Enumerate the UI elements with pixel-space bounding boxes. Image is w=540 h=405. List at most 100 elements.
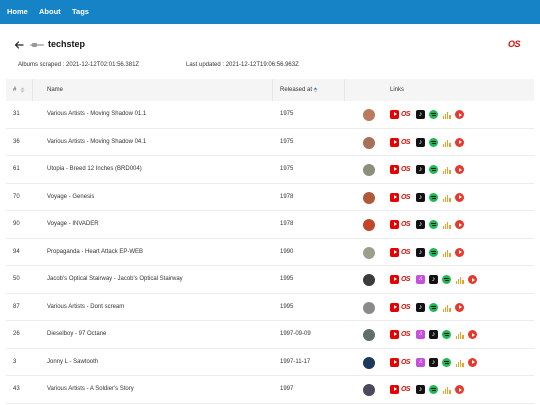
youtube-music-icon[interactable] [468,275,477,284]
youtube-music-icon[interactable] [455,247,464,257]
deezer-icon[interactable] [442,303,451,312]
deezer-icon[interactable] [442,138,451,147]
youtube-icon[interactable] [390,220,399,229]
lastfm-icon[interactable]: OS [401,276,411,283]
youtube-music-icon[interactable] [455,137,464,147]
youtube-music-icon[interactable] [455,165,464,174]
lastfm-icon[interactable]: OS [401,193,411,201]
deezer-icon[interactable] [442,193,451,202]
spotify-icon[interactable] [442,330,451,339]
lastfm-icon[interactable]: OS [401,386,411,393]
apple-music-icon[interactable]: ♪ [416,110,425,119]
youtube-icon[interactable] [390,385,399,394]
lastfm-icon[interactable]: OS [401,111,411,118]
deezer-icon[interactable] [442,248,451,257]
spotify-icon[interactable] [442,275,451,284]
youtube-icon[interactable] [390,302,399,312]
itunes-icon[interactable]: ♫ [416,330,425,339]
deezer-icon[interactable] [455,358,464,367]
youtube-icon[interactable] [390,110,399,119]
deezer-icon[interactable] [442,385,451,394]
deezer-icon[interactable] [442,220,451,229]
spotify-icon[interactable] [429,302,438,312]
apple-music-icon[interactable]: ♪ [416,220,425,229]
youtube-icon[interactable] [390,330,399,339]
spotify-icon[interactable] [442,357,451,367]
table-row[interactable]: 50 Jacob's Optical Stairway - Jacob's Opt… [6,266,534,294]
lastfm-icon[interactable]: OS [401,166,411,173]
sort-arrows-icon[interactable] [20,87,25,93]
album-name-cell[interactable]: Jacob's Optical Stairway - Jacob's Optic… [47,276,183,282]
youtube-music-icon[interactable] [455,302,464,312]
table-row[interactable]: 31 Various Artists - Moving Shadow 01.1 19… [6,101,534,129]
table-row[interactable]: 94 Propaganda - Heart Attack EP-WEB 1990 OS… [6,239,534,266]
spotify-icon[interactable] [429,110,438,119]
youtube-icon[interactable] [390,137,399,147]
table-row[interactable]: 90 Voyage - INVADER 1978 OS ♪ [6,211,534,239]
lastfm-icon[interactable]: OS [508,39,521,49]
back-arrow-icon[interactable] [14,40,24,50]
lastfm-icon[interactable]: OS [401,303,411,311]
youtube-icon[interactable] [390,275,399,284]
spotify-icon[interactable] [429,220,438,229]
album-name-cell[interactable]: Various Artists - Moving Shadow 01.1 [47,111,147,117]
lastfm-icon[interactable]: OS [401,221,411,228]
album-name-cell[interactable]: Voyage - Genesis [47,193,95,200]
apple-music-icon[interactable]: ♪ [429,357,438,367]
album-name-cell[interactable]: Propaganda - Heart Attack EP-WEB [47,248,144,255]
album-name-cell[interactable]: Various Artists - Dont scream [47,303,125,310]
table-row[interactable]: 87 Various Artists - Dont scream 1995 OS ♪ [6,294,534,321]
lastfm-icon[interactable]: OS [401,248,411,256]
album-name-cell[interactable]: Various Artists - A Soldier's Story [47,386,134,392]
lastfm-icon[interactable]: OS [401,358,411,366]
lastfm-icon[interactable]: OS [401,331,411,338]
spotify-icon[interactable] [429,247,438,257]
nav-tags-link[interactable]: Tags [72,7,89,16]
nav-about-link[interactable]: About [39,7,61,16]
sort-ascending-icon[interactable] [313,87,318,93]
album-name-cell[interactable]: Utopia - Breed 12 Inches (BRD004) [47,166,142,172]
deezer-icon[interactable] [455,330,464,339]
table-row[interactable]: 26 Dieselboy - 97 Octane 1997-09-09 OS ♫ ♪ [6,321,534,349]
album-name-cell[interactable]: Jonny L - Sawtooth [47,358,99,365]
itunes-icon[interactable]: ♫ [416,357,425,367]
youtube-music-icon[interactable] [468,330,477,339]
header-name[interactable]: Name [47,87,64,93]
apple-music-icon[interactable]: ♪ [416,137,425,147]
youtube-music-icon[interactable] [455,385,464,394]
spotify-icon[interactable] [429,137,438,147]
youtube-icon[interactable] [390,357,399,367]
table-row[interactable]: 70 Voyage - Genesis 1978 OS ♪ [6,184,534,211]
table-row[interactable]: 3 Jonny L - Sawtooth 1997-11-17 OS ♫ ♪ [6,349,534,376]
youtube-icon[interactable] [390,165,399,174]
album-name-cell[interactable]: Various Artists - Moving Shadow 04.1 [47,138,147,145]
youtube-music-icon[interactable] [455,192,464,202]
nav-home-link[interactable]: Home [7,7,28,16]
deezer-icon[interactable] [455,275,464,284]
spotify-icon[interactable] [429,385,438,394]
table-row[interactable]: 36 Various Artists - Moving Shadow 04.1 19… [6,129,534,156]
table-row[interactable]: 43 Various Artists - A Soldier's Story 199… [6,376,534,404]
spotify-icon[interactable] [429,165,438,174]
lastfm-icon[interactable]: OS [401,138,411,146]
itunes-icon[interactable]: ♫ [416,275,425,284]
header-released[interactable]: Released at [280,87,313,93]
youtube-music-icon[interactable] [455,110,464,119]
spotify-icon[interactable] [429,192,438,202]
apple-music-icon[interactable]: ♪ [416,165,425,174]
apple-music-icon[interactable]: ♪ [416,385,425,394]
apple-music-icon[interactable]: ♪ [429,275,438,284]
deezer-icon[interactable] [442,165,451,174]
header-rank[interactable]: # [13,87,17,93]
apple-music-icon[interactable]: ♪ [416,192,425,202]
apple-music-icon[interactable]: ♪ [429,330,438,339]
apple-music-icon[interactable]: ♪ [416,302,425,312]
table-row[interactable]: 61 Utopia - Breed 12 Inches (BRD004) 1975 O… [6,156,534,184]
youtube-icon[interactable] [390,247,399,257]
apple-music-icon[interactable]: ♪ [416,247,425,257]
youtube-music-icon[interactable] [468,357,477,367]
deezer-icon[interactable] [442,110,451,119]
youtube-music-icon[interactable] [455,220,464,229]
album-name-cell[interactable]: Voyage - INVADER [47,221,99,227]
youtube-icon[interactable] [390,192,399,202]
